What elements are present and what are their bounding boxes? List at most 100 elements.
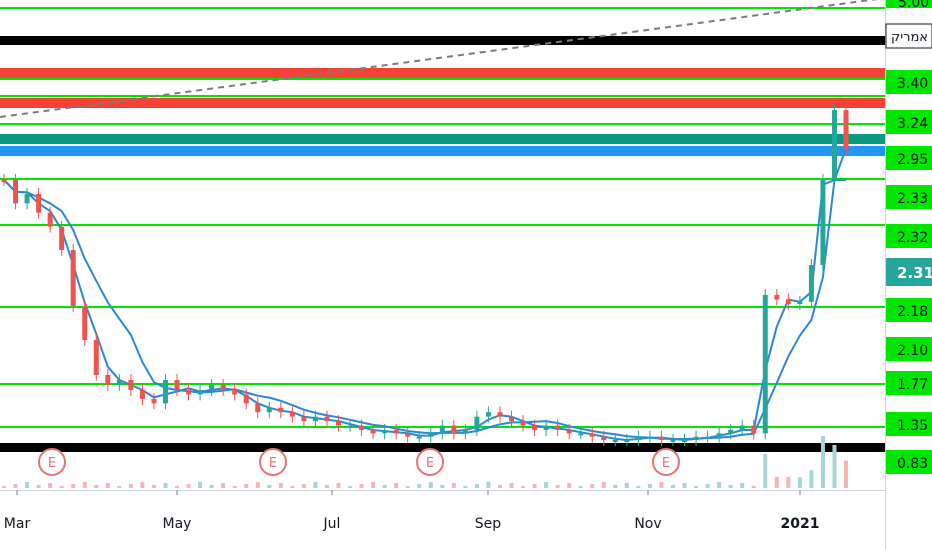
volume-bar — [844, 460, 848, 488]
candle-body — [635, 436, 641, 440]
level-red-upper — [0, 68, 885, 78]
volume-bar — [486, 482, 491, 488]
moving-average-slow — [3, 179, 846, 440]
candle-body — [289, 412, 295, 417]
svg-text:3.40: 3.40 — [897, 76, 928, 92]
volume-bar — [774, 476, 779, 488]
volume-bar — [36, 485, 41, 488]
candle-body — [312, 416, 318, 422]
candle-body — [716, 433, 722, 437]
volume-bar — [94, 485, 99, 488]
volume-bar — [267, 485, 272, 488]
volume-bar — [463, 486, 468, 488]
volume-bar — [521, 486, 526, 488]
candle-body — [359, 425, 365, 430]
volume-bar — [301, 484, 306, 488]
level-green-3-40 — [0, 78, 885, 80]
volume-bar — [636, 486, 641, 488]
level-green-2-18 — [0, 306, 885, 308]
volume-bar — [832, 445, 837, 488]
candle-body — [13, 180, 19, 204]
volume-bar — [151, 485, 156, 488]
candle-body — [797, 301, 803, 304]
candle-body — [682, 440, 688, 442]
time-axis[interactable] — [0, 490, 885, 550]
candle-body — [174, 380, 180, 390]
volume-bar — [670, 485, 675, 488]
volume-bar — [647, 484, 652, 488]
level-green-2-32 — [0, 224, 885, 226]
candle-body — [462, 430, 468, 434]
price-label: 3.40 — [886, 70, 932, 94]
candle-body — [324, 416, 330, 422]
volume-bar — [348, 486, 353, 488]
candle-body — [831, 110, 837, 180]
volume-bar — [313, 482, 318, 488]
candle-body — [151, 398, 157, 404]
level-black-top — [0, 36, 885, 45]
earnings-marker-label: E — [269, 456, 277, 471]
candle-body — [162, 380, 168, 404]
candle-body — [693, 436, 699, 440]
volume-bar — [82, 482, 87, 488]
volume-bar — [405, 486, 410, 488]
volume-bar — [555, 485, 560, 488]
volume-bar — [717, 482, 722, 488]
price-label: 2.95 — [886, 146, 932, 170]
svg-text:3.24: 3.24 — [897, 116, 928, 132]
x-tick-label: Mar — [4, 516, 31, 532]
symbol-title-box[interactable]: לר אמריק — [885, 23, 932, 49]
candle-body — [243, 394, 249, 404]
svg-text:2.95: 2.95 — [897, 152, 928, 168]
earnings-marker[interactable]: E — [652, 448, 680, 476]
candle-body — [186, 390, 192, 395]
candle-body — [543, 425, 549, 430]
volume-bar — [48, 483, 53, 488]
level-green-3-24 — [0, 123, 885, 125]
candle-body — [428, 433, 434, 437]
svg-text:2.33: 2.33 — [897, 191, 928, 207]
volume-bar — [25, 482, 30, 488]
volume-bar — [786, 476, 791, 488]
earnings-marker-label: E — [426, 456, 434, 471]
volume-bar — [740, 483, 745, 488]
volume-bar — [820, 436, 825, 488]
volume-bar — [567, 483, 572, 488]
candle-body — [451, 425, 457, 434]
candle-body — [808, 265, 814, 302]
volume-bar — [71, 484, 76, 488]
candle-body — [728, 430, 734, 434]
candle-body — [232, 390, 238, 395]
level-blue — [0, 146, 885, 156]
candle-body — [589, 433, 595, 437]
candle-body — [370, 430, 376, 434]
volume-bar — [359, 484, 364, 488]
volume-bar — [221, 483, 226, 488]
earnings-marker[interactable]: E — [259, 448, 287, 476]
trendline[interactable] — [0, 0, 885, 118]
earnings-marker[interactable]: E — [38, 448, 66, 476]
earnings-markers: E E E E — [38, 448, 680, 476]
candle-body — [785, 299, 791, 304]
svg-text:2.10: 2.10 — [897, 343, 928, 359]
candle-body — [532, 425, 538, 430]
volume-bar — [417, 484, 422, 488]
volume-bar — [705, 484, 710, 488]
svg-text:2.18: 2.18 — [897, 304, 928, 320]
candle-body — [139, 390, 145, 399]
volume-bar — [578, 486, 583, 488]
candle-body — [751, 425, 757, 434]
candle-body — [509, 416, 515, 422]
price-label: 0.83 — [886, 450, 932, 474]
volume-bar — [324, 485, 329, 488]
volume-bar — [440, 485, 445, 488]
volume-bar — [105, 483, 110, 488]
volume-bar — [128, 484, 133, 488]
level-teal — [0, 134, 885, 144]
volume-bar — [371, 482, 376, 488]
volume-bar — [428, 482, 433, 488]
earnings-marker[interactable]: E — [416, 448, 444, 476]
price-label: 2.32 — [886, 224, 932, 248]
candle-body — [774, 295, 780, 300]
